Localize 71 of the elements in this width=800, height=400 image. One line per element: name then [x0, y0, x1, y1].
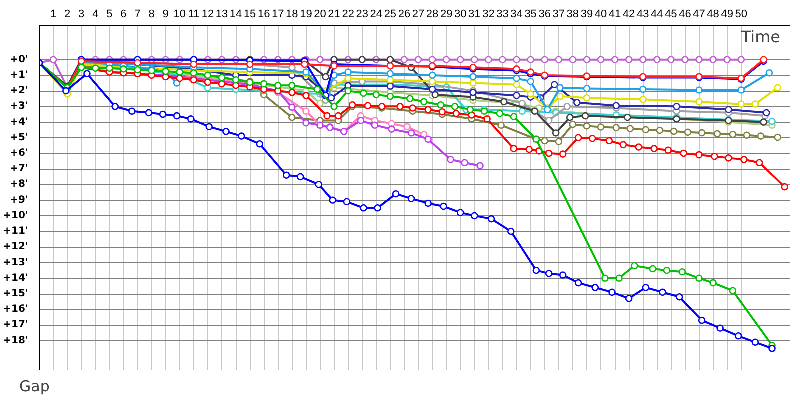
x-tick-label: 18: [286, 8, 298, 20]
y-tick-label: +4': [10, 116, 29, 128]
y-tick-label: +3': [10, 101, 29, 112]
x-tick-label: 41: [608, 8, 622, 20]
x-tick-label: 3: [78, 8, 85, 20]
y-tick-label: +6': [10, 148, 29, 160]
x-tick-label: 10: [174, 8, 186, 20]
x-tick-label: 24: [370, 8, 383, 20]
x-tick-label: 31: [468, 8, 481, 20]
y-tick-label: +8': [10, 179, 29, 190]
y-tick-label: +7': [10, 164, 29, 175]
x-tick-label: 12: [202, 8, 214, 20]
x-tick-label: 49: [721, 8, 734, 20]
y-tick-label: +9': [10, 194, 29, 206]
x-tick-label: 29: [440, 8, 453, 20]
y-tick-label: +5': [10, 132, 29, 144]
x-tick-label: 26: [398, 8, 411, 20]
x-tick-label: 1: [50, 8, 57, 20]
y-tick-label: +11': [3, 226, 29, 238]
x-tick-label: 15: [244, 8, 256, 20]
x-tick-label: 28: [426, 8, 439, 20]
x-tick-label: 32: [482, 8, 495, 20]
x-tick-label: 11: [188, 8, 200, 20]
x-tick-label: 37: [552, 8, 566, 20]
y-tick-label: +17': [3, 320, 29, 331]
x-tick-label: 35: [524, 8, 537, 20]
x-tick-label: 39: [580, 8, 594, 20]
x-tick-label: 6: [120, 8, 127, 20]
x-tick-label: 8: [148, 8, 155, 20]
x-tick-label: 5: [106, 8, 113, 20]
x-tick-label: 2: [64, 8, 71, 20]
x-tick-label: 40: [594, 8, 608, 20]
x-tick-label: 36: [538, 8, 551, 20]
x-tick-label: 9: [162, 8, 169, 20]
x-tick-label: 50: [735, 8, 748, 20]
y-tick-label: +0': [10, 54, 29, 66]
x-tick-label: 30: [454, 8, 467, 20]
x-tick-label: 42: [622, 8, 636, 20]
x-tick-label: 33: [496, 8, 509, 20]
y-tick-label: +15': [3, 288, 29, 300]
x-tick-label: 16: [258, 8, 270, 20]
x-tick-label: 20: [314, 8, 326, 20]
x-tick-label: 19: [300, 8, 312, 20]
x-tick-label: 38: [566, 8, 580, 20]
y-tick-label: +14': [3, 272, 29, 284]
x-tick-label: 34: [510, 8, 523, 20]
x-tick-label: 17: [272, 8, 284, 20]
x-tick-label: 48: [707, 8, 720, 20]
x-tick-label: 47: [693, 8, 706, 20]
x-tick-label: 45: [665, 8, 678, 20]
x-tick-label: 21: [328, 8, 340, 20]
x-tick-label: 25: [384, 8, 397, 20]
x-tick-label: 43: [636, 8, 650, 20]
x-tick-label: 13: [216, 8, 228, 20]
x-axis-title: Time: [740, 28, 780, 46]
x-tick-label: 44: [651, 8, 664, 20]
y-tick-label: +13': [3, 257, 29, 268]
x-tick-label: 27: [412, 8, 425, 20]
x-tick-label: 22: [342, 8, 354, 20]
x-tick-label: 4: [92, 8, 99, 20]
y-tick-label: +1': [10, 70, 29, 81]
x-tick-label: 14: [230, 8, 242, 20]
y-tick-label: +12': [3, 242, 29, 253]
x-tick-label: 7: [134, 8, 141, 20]
y-tick-label: +10': [3, 210, 29, 222]
x-tick-label: 23: [356, 8, 368, 20]
y-tick-label: +18': [3, 335, 29, 346]
y-tick-label: +16': [3, 304, 29, 316]
y-tick-label: +2': [10, 86, 29, 97]
y-axis-title: Gap: [20, 378, 50, 396]
x-tick-label: 46: [679, 8, 692, 20]
